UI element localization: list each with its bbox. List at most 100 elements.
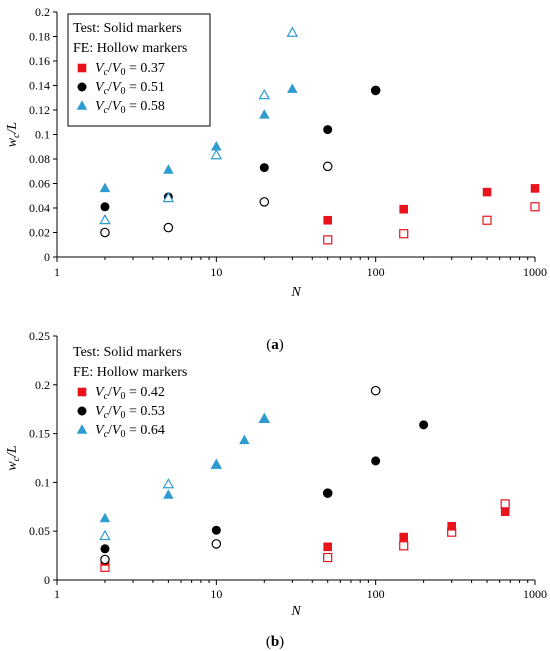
y-axis-label: wc/L <box>5 445 22 471</box>
fe-point <box>258 88 271 100</box>
x-axis-label: N <box>290 285 301 300</box>
legend-line-test: Test: Solid markers <box>73 345 182 360</box>
test-point <box>100 202 110 212</box>
x-tick-label: 1 <box>54 587 60 601</box>
x-tick-label: 10 <box>210 265 222 279</box>
test-point <box>239 434 250 445</box>
legend: Test: Solid markers FE: Hollow markers Vc/… <box>67 13 211 127</box>
test-point <box>99 512 111 523</box>
y-tick-label: 0.2 <box>35 5 50 19</box>
test-point <box>323 125 333 135</box>
test-point <box>259 109 270 119</box>
legend-marker <box>77 406 87 416</box>
panel-label: (a) <box>266 337 284 353</box>
y-tick-label: 0.1 <box>35 128 50 142</box>
fe-point <box>100 227 110 238</box>
y-tick-label: 0 <box>44 573 50 587</box>
fe-point <box>323 235 333 245</box>
fe-point <box>210 148 223 160</box>
test-point <box>287 83 298 93</box>
series-0.37 <box>323 184 540 245</box>
panel-label: (b) <box>266 634 284 650</box>
y-tick-label: 0.05 <box>29 524 50 538</box>
legend-box <box>67 13 211 127</box>
test-point <box>211 525 221 535</box>
test-point <box>211 459 222 469</box>
legend-entry: Vc/V0 = 0.37 <box>95 61 165 78</box>
chart-panel-b: 0 0.05 0.1 0.15 0.2 0.25 1 10 100 1000 Nwc/L (b) Tes… <box>5 329 547 650</box>
test-point <box>371 85 381 95</box>
fe-point <box>163 222 174 233</box>
y-tick-label: 0.1 <box>35 475 50 489</box>
legend-line-fe: FE: Hollow markers <box>73 41 187 56</box>
y-tick-label: 0.06 <box>29 177 50 191</box>
fe-point <box>99 213 111 225</box>
legend-marker <box>76 424 88 434</box>
y-tick-label: 0.12 <box>29 103 50 117</box>
legend-entry: Vc/V0 = 0.51 <box>95 80 165 97</box>
fe-point <box>162 478 175 489</box>
x-axis-label: N <box>290 604 301 619</box>
fe-point <box>211 539 222 549</box>
fe-point <box>370 385 381 396</box>
legend-entry: Vc/V0 = 0.58 <box>95 99 165 116</box>
y-axis-label: wc/L <box>5 122 22 148</box>
legend-entry: Vc/V0 = 0.64 <box>95 423 165 440</box>
series-0.42 <box>100 499 510 572</box>
y-tick-label: 0.15 <box>29 427 50 441</box>
fe-point <box>162 191 175 203</box>
test-point <box>163 164 174 174</box>
series-0.53 <box>100 385 429 565</box>
fe-point <box>259 197 270 207</box>
legend-entry: Vc/V0 = 0.53 <box>95 404 165 421</box>
fe-point <box>322 161 333 172</box>
test-point <box>399 204 409 214</box>
y-tick-label: 0.16 <box>29 54 50 68</box>
legend-marker <box>77 63 87 73</box>
test-point <box>99 182 111 193</box>
test-point <box>323 215 333 225</box>
fe-point <box>100 554 110 565</box>
fe-point <box>500 499 510 509</box>
x-tick-label: 1 <box>54 265 60 279</box>
y-tick-label: 0.2 <box>35 378 50 392</box>
test-point <box>163 489 174 499</box>
legend-entry: Vc/V0 = 0.42 <box>95 385 165 402</box>
fe-point <box>399 229 409 239</box>
test-point <box>447 522 456 531</box>
x-tick-label: 10 <box>210 587 222 601</box>
chart-panel-a: 0 0.02 0.04 0.06 0.08 0.1 0.12 0.14 0.16 0.18 0.2 1… <box>5 5 547 353</box>
test-point <box>419 420 429 430</box>
fe-point <box>482 215 492 225</box>
y-tick-label: 0.18 <box>29 30 50 44</box>
test-point <box>500 507 510 516</box>
y-tick-label: 0.14 <box>29 79 50 93</box>
y-tick-label: 0.04 <box>29 201 50 215</box>
y-tick-label: 0.08 <box>29 152 50 166</box>
y-tick-label: 0 <box>44 250 50 264</box>
legend: Test: Solid markers FE: Hollow markers Vc/… <box>73 345 187 440</box>
test-point <box>100 544 110 554</box>
fe-point <box>399 541 409 551</box>
x-tick-label: 100 <box>367 587 385 601</box>
test-point <box>323 488 333 498</box>
test-point <box>530 184 540 193</box>
legend-line-test: Test: Solid markers <box>73 21 182 36</box>
test-point <box>259 163 269 173</box>
x-tick-label: 100 <box>367 265 385 279</box>
series-0.58 <box>99 26 299 225</box>
x-tick-label: 1000 <box>523 587 547 601</box>
fe-point <box>99 529 111 541</box>
test-point <box>371 456 381 466</box>
fe-point <box>286 26 299 37</box>
y-tick-label: 0.25 <box>29 329 50 343</box>
legend-marker <box>76 100 88 110</box>
legend-marker <box>77 387 87 397</box>
legend-line-fe: FE: Hollow markers <box>73 365 187 380</box>
test-point <box>399 532 409 542</box>
test-point <box>323 542 333 552</box>
test-point <box>482 187 492 197</box>
x-tick-label: 1000 <box>523 265 547 279</box>
test-point <box>211 141 222 151</box>
